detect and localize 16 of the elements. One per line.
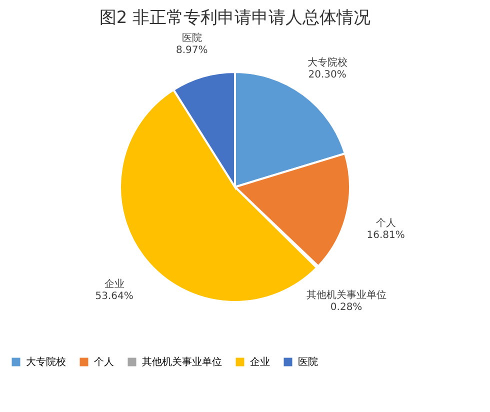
slice-label: 大专院校 (307, 56, 348, 68)
legend-label: 企业 (250, 356, 270, 368)
legend-label: 其他机关事业单位 (142, 356, 222, 368)
data-label: 8.97% (176, 45, 208, 56)
slice-label: 医院 (182, 32, 202, 44)
legend-label: 个人 (94, 356, 114, 368)
slice-label: 个人 (376, 216, 396, 229)
legend-label: 医院 (298, 356, 318, 368)
data-label: 0.28% (330, 302, 362, 313)
data-label: 20.30% (308, 69, 346, 80)
slice-label: 企业 (104, 278, 124, 290)
slice-label: 其他机关事业单位 (306, 288, 386, 301)
chart-title: 图2 非正常专利申请申请人总体情况 (99, 8, 371, 28)
data-label: 16.81% (366, 230, 405, 241)
data-label: 53.64% (95, 291, 134, 302)
legend-label: 大专院校 (26, 356, 66, 368)
